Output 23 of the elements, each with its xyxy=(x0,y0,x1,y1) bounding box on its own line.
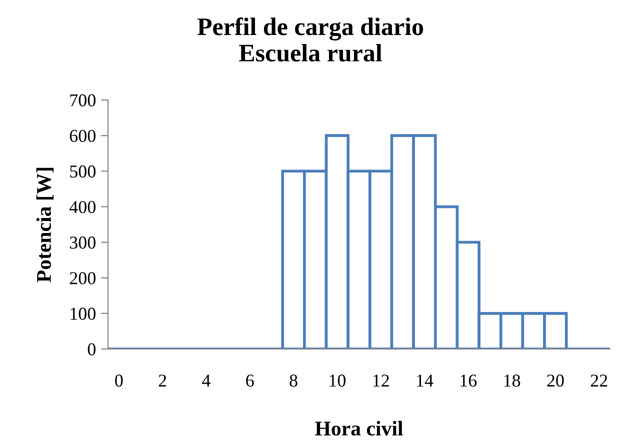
x-tick-label: 20 xyxy=(547,374,564,387)
y-tick-label: 500 xyxy=(70,165,96,178)
x-tick-label: 22 xyxy=(590,374,608,387)
chart-title: Perfil de carga diario Escuela rural xyxy=(197,17,424,62)
x-tick-label: 4 xyxy=(202,374,210,387)
x-axis-title: Hora civil xyxy=(315,420,403,436)
y-tick-label: 400 xyxy=(69,200,96,214)
y-tick-label: 700 xyxy=(70,94,96,106)
y-tick-label: 0 xyxy=(88,343,96,356)
x-tick-label: 2 xyxy=(158,374,166,387)
x-tick-label: 8 xyxy=(290,374,298,387)
y-tick-label: 100 xyxy=(70,308,96,320)
x-tick-label: 0 xyxy=(115,374,123,387)
y-axis-title: Potencia [W] xyxy=(36,168,54,282)
y-tick-label: 600 xyxy=(70,130,96,142)
x-tick-label: 12 xyxy=(373,374,389,387)
x-tick-label: 10 xyxy=(330,374,346,387)
x-tick-label: 14 xyxy=(417,374,434,387)
y-tick-label: 300 xyxy=(70,236,96,249)
x-tick-label: 16 xyxy=(460,374,477,387)
x-tick-label: 18 xyxy=(504,374,520,387)
y-tick-label: 200 xyxy=(70,272,96,284)
x-tick-label: 6 xyxy=(246,374,254,387)
